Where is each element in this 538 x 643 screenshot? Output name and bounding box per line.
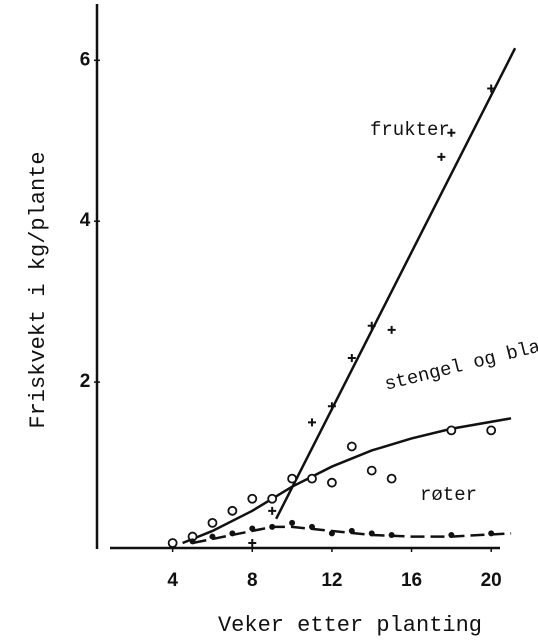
point xyxy=(209,533,216,540)
point xyxy=(327,477,337,488)
series-label: stengel og blad xyxy=(382,333,538,396)
point xyxy=(309,523,315,530)
point xyxy=(447,128,456,137)
point xyxy=(307,473,317,484)
x-tick-label: 8 xyxy=(247,570,258,591)
point xyxy=(487,84,496,93)
point xyxy=(446,425,457,436)
y-axis-label: Friskvekt i kg/plante xyxy=(26,151,51,428)
x-tick-label: 16 xyxy=(401,570,422,591)
point xyxy=(328,530,335,537)
point xyxy=(248,539,257,547)
point xyxy=(486,425,497,436)
point xyxy=(367,321,376,330)
point xyxy=(167,538,178,548)
point xyxy=(227,505,238,516)
y-tick-label: 4 xyxy=(80,210,91,231)
point xyxy=(387,325,396,334)
point xyxy=(289,519,296,526)
point xyxy=(448,531,455,538)
series-label: frukter xyxy=(370,119,450,141)
point xyxy=(368,530,375,537)
point xyxy=(347,353,356,362)
fit-line xyxy=(275,47,517,520)
point xyxy=(267,493,278,504)
y-tick-label: 2 xyxy=(80,371,91,392)
point xyxy=(287,473,297,484)
point xyxy=(247,493,258,504)
point xyxy=(437,152,446,161)
point xyxy=(268,506,277,515)
x-tick-label: 20 xyxy=(481,570,502,591)
point xyxy=(346,441,357,452)
point xyxy=(189,538,196,545)
point xyxy=(327,402,336,411)
point xyxy=(348,527,355,534)
point xyxy=(386,473,397,484)
point xyxy=(249,525,256,532)
point xyxy=(388,531,395,538)
point xyxy=(269,523,276,530)
y-tick-label: 6 xyxy=(80,49,91,70)
point xyxy=(308,418,316,427)
x-axis-label: Veker etter planting xyxy=(218,613,482,638)
point xyxy=(207,517,218,528)
series-label: røter xyxy=(420,484,477,506)
point xyxy=(488,530,495,537)
x-tick-label: 4 xyxy=(167,570,178,591)
point xyxy=(229,530,236,537)
x-tick-label: 12 xyxy=(321,570,342,591)
point xyxy=(366,465,377,476)
fit-line xyxy=(182,417,512,545)
